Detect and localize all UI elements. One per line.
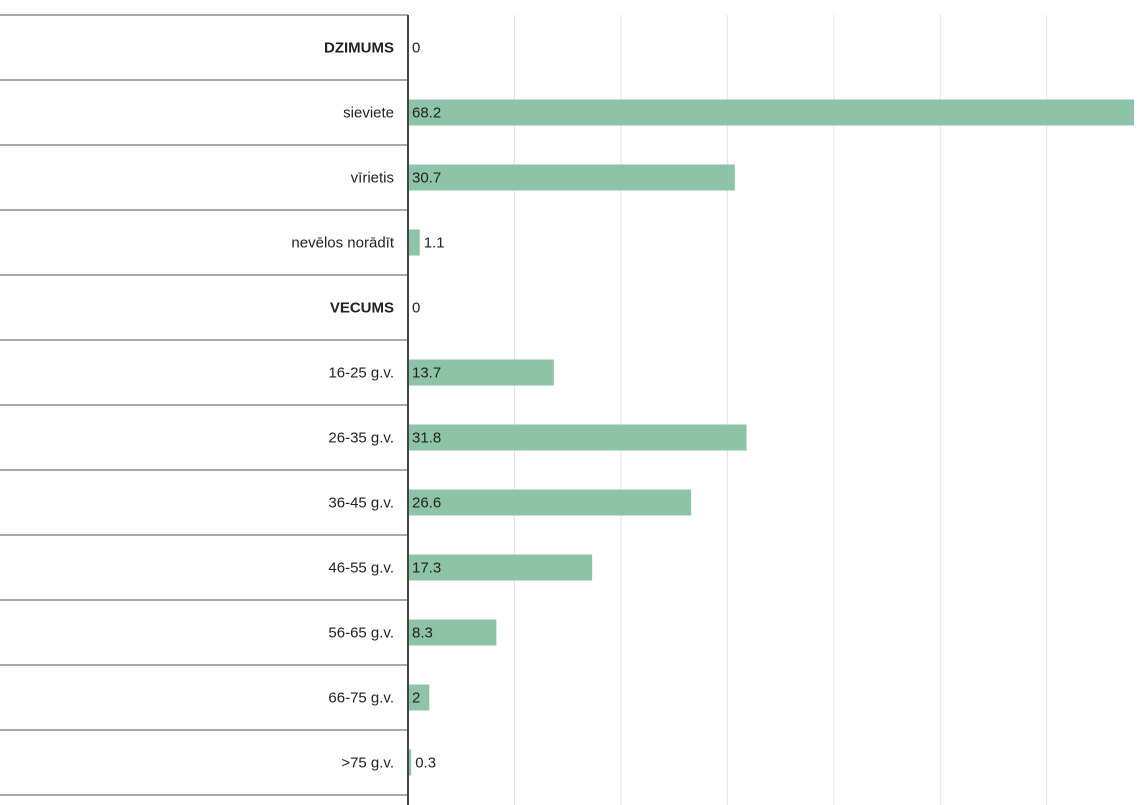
- bar: [408, 229, 420, 256]
- bar: [408, 164, 735, 191]
- category-label: 16-25 g.v.: [328, 364, 394, 381]
- value-label: 31.8: [412, 429, 441, 446]
- value-label: 8.3: [412, 624, 433, 641]
- bar: [408, 489, 692, 516]
- bar: [408, 619, 497, 646]
- bar: [408, 554, 593, 581]
- value-label: 26.6: [412, 494, 441, 511]
- category-label: vīrietis: [351, 169, 394, 186]
- value-label: 17.3: [412, 559, 441, 576]
- bar: [408, 749, 412, 776]
- category-label: 36-45 g.v.: [328, 494, 394, 511]
- category-label: 66-75 g.v.: [328, 689, 394, 706]
- bar: [408, 424, 747, 451]
- value-label: 1.1: [424, 234, 445, 251]
- bar: [408, 684, 430, 711]
- bar: [408, 99, 1134, 126]
- value-label: 0: [412, 299, 420, 316]
- value-label: 13.7: [412, 364, 441, 381]
- value-label: 2: [412, 689, 420, 706]
- category-label: sieviete: [343, 104, 394, 121]
- category-label: nevēlos norādīt: [291, 234, 394, 251]
- value-label: 0: [412, 39, 420, 56]
- bar: [408, 359, 554, 386]
- category-label: 26-35 g.v.: [328, 429, 394, 446]
- category-label: 46-55 g.v.: [328, 559, 394, 576]
- value-label: 30.7: [412, 169, 441, 186]
- value-label: 68.2: [412, 104, 441, 121]
- value-label: 0.3: [415, 754, 436, 771]
- category-label: >75 g.v.: [341, 754, 394, 771]
- category-label: DZIMUMS: [324, 39, 394, 56]
- category-label: VECUMS: [330, 299, 394, 316]
- category-label: 56-65 g.v.: [328, 624, 394, 641]
